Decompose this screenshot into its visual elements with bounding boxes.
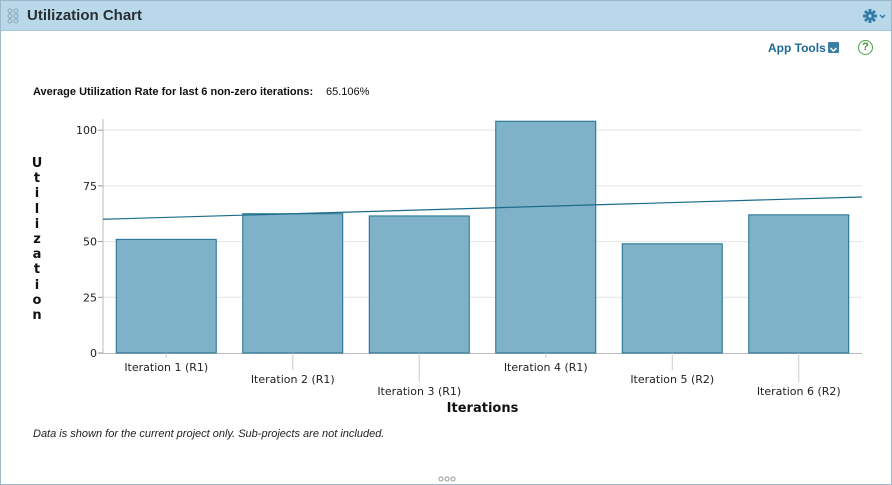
y-tick-label: 75	[83, 180, 97, 193]
x-tick-label: Iteration 3 (R1)	[377, 385, 461, 398]
panel-titlebar: Utilization Chart	[1, 1, 891, 31]
y-tick-label: 50	[83, 236, 97, 249]
chevron-down-icon[interactable]	[828, 42, 839, 53]
bar-4	[495, 120, 597, 354]
bar-1	[115, 238, 217, 354]
bar-2	[242, 213, 344, 354]
x-tick-label: Iteration 5 (R2)	[630, 373, 714, 386]
y-tick-label: 100	[76, 124, 97, 137]
y-tick-label: 25	[83, 291, 97, 304]
trend-line	[102, 196, 863, 220]
x-tick-label: Iteration 1 (R1)	[124, 361, 208, 374]
x-tick-label: Iteration 6 (R2)	[757, 385, 841, 398]
avg-utilization-label: Average Utilization Rate for last 6 non-…	[33, 86, 314, 98]
drag-handle-icon[interactable]	[7, 8, 19, 24]
app-tools-menu[interactable]: App Tools	[768, 41, 826, 55]
resize-handle-icon[interactable]	[438, 476, 456, 482]
utilization-bar-chart: 0 25 50 75 100 Iteration 1 (R1) Iteration 2 (R…	[76, 119, 863, 416]
footnote: Data is shown for the current project on…	[33, 428, 385, 440]
x-axis-label: Iterations	[447, 401, 519, 416]
bar-6	[748, 214, 850, 354]
help-icon[interactable]: ?	[858, 40, 873, 55]
panel-title: Utilization Chart	[27, 7, 142, 24]
y-tick-label: 0	[90, 347, 97, 360]
bar-3	[368, 215, 470, 354]
x-tick-label: Iteration 2 (R1)	[251, 373, 335, 386]
x-tick-label: Iteration 4 (R1)	[504, 361, 588, 374]
avg-utilization-value: 65.106%	[326, 86, 370, 98]
gear-icon[interactable]	[861, 7, 887, 25]
bar-5	[621, 243, 723, 354]
